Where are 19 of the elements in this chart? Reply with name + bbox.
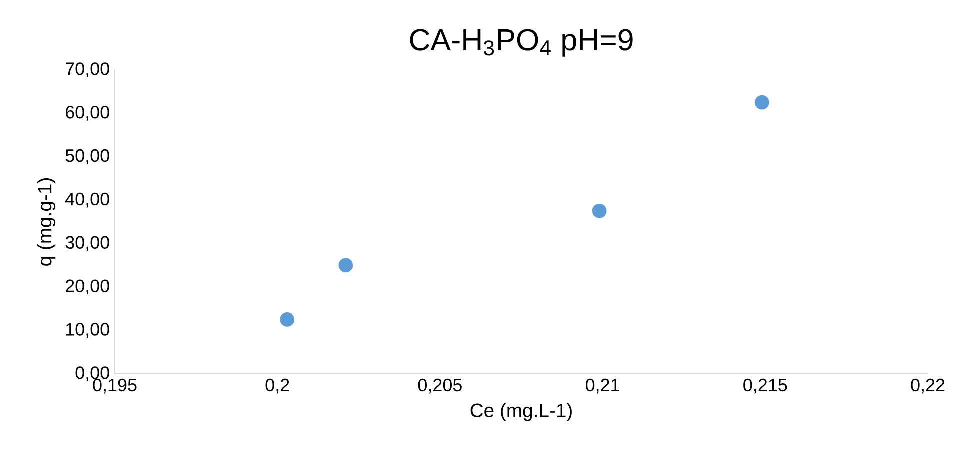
point xyxy=(592,204,607,218)
x-axis-title: Ce (mg.L-1) xyxy=(470,403,572,422)
y-tick-label: 70,00 xyxy=(66,62,110,78)
y-tick-label: 10,00 xyxy=(66,323,110,338)
y-tick-label: 50,00 xyxy=(66,149,110,164)
x-tick-label: 0,215 xyxy=(744,378,788,394)
point xyxy=(338,258,354,273)
x-tick-label: 0,2 xyxy=(266,378,290,394)
x-tick-label: 0,205 xyxy=(418,378,462,394)
point xyxy=(754,95,770,110)
y-tick-label: 30,00 xyxy=(66,236,110,252)
y-tick-label: 20,00 xyxy=(66,280,110,295)
x-tick-label: 0,22 xyxy=(911,378,945,394)
x-tick-label: 0,21 xyxy=(586,378,620,394)
chart-title: CA-H$_{3}$PO$_{4}$ pH=9 xyxy=(410,29,633,57)
point xyxy=(280,312,295,327)
y-axis-title: q (mg.g-1) xyxy=(38,178,56,266)
y-tick-label: 40,00 xyxy=(66,192,110,208)
y-tick-label: 60,00 xyxy=(66,106,110,121)
